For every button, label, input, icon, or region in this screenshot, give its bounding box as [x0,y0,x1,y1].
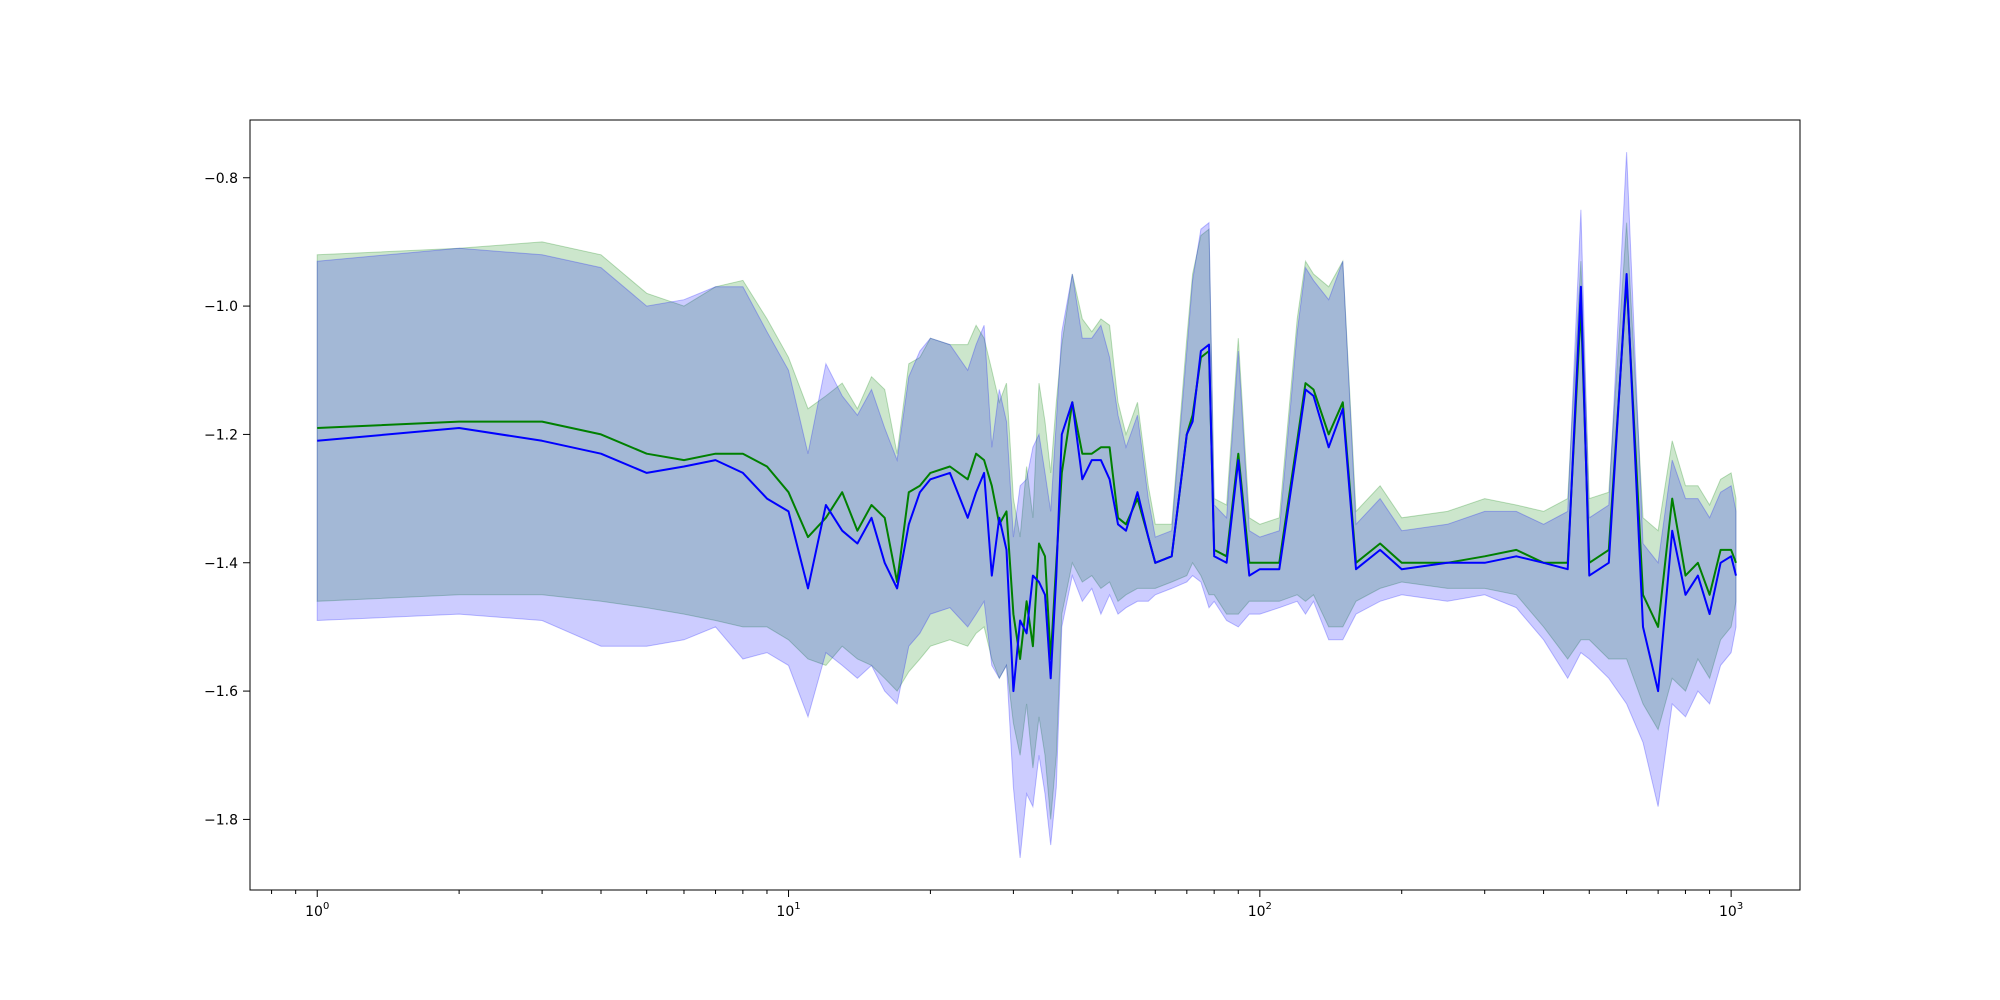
y-tick-label: −1.0 [204,299,238,315]
y-tick-label: −1.4 [204,556,238,572]
x-tick-label: 100 [305,901,329,920]
axes-frame [249,119,1801,891]
series-2-line [317,273,1737,693]
y-tick-label: −0.8 [204,171,238,187]
x-axis: 100 101 102 103 [271,890,1743,920]
series-1-band [316,222,1737,820]
y-tick-label: −1.6 [204,684,238,700]
plot-area [316,152,1737,858]
y-tick-label: −1.8 [204,812,238,828]
x-tick-label: 101 [776,901,800,920]
series-2-band [316,152,1737,858]
series-1-line [317,279,1737,660]
y-tick-label: −1.2 [204,427,238,443]
x-tick-label: 102 [1248,901,1272,920]
y-axis: −0.8 −1.0 −1.2 −1.4 −1.6 −1.8 [204,171,250,828]
x-tick-label: 103 [1719,901,1743,920]
